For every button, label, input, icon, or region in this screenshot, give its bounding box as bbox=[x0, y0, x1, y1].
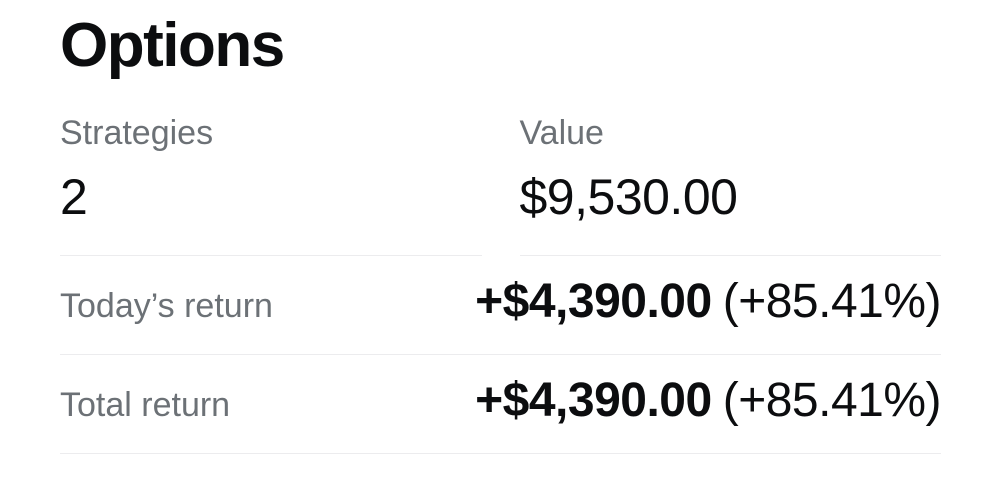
value-amount: $9,530.00 bbox=[519, 169, 738, 225]
todays-return-percent: (+85.41%) bbox=[722, 275, 942, 328]
todays-return-value: +$4,390.00 (+85.41%) bbox=[475, 273, 941, 331]
total-return-label: Total return bbox=[60, 386, 231, 424]
page-title: Options bbox=[60, 11, 285, 80]
todays-return-row: Today’s return +$4,390.00 (+85.41%) bbox=[60, 256, 942, 355]
total-return-value: +$4,390.00 (+85.41%) bbox=[475, 372, 941, 430]
strategies-value: 2 bbox=[60, 169, 88, 225]
summary-grid: Strategies 2 Value $9,530.00 bbox=[60, 113, 941, 256]
total-return-row: Total return +$4,390.00 (+85.41%) bbox=[60, 355, 942, 454]
total-return-percent: (+85.41%) bbox=[722, 374, 942, 427]
strategies-label: Strategies bbox=[60, 114, 214, 152]
todays-return-label: Today’s return bbox=[60, 287, 273, 325]
value-cell: Value $9,530.00 bbox=[519, 113, 941, 256]
strategies-cell: Strategies 2 bbox=[60, 113, 482, 256]
total-return-amount: +$4,390.00 bbox=[475, 374, 712, 427]
todays-return-amount: +$4,390.00 bbox=[475, 275, 712, 328]
value-label: Value bbox=[519, 114, 604, 152]
